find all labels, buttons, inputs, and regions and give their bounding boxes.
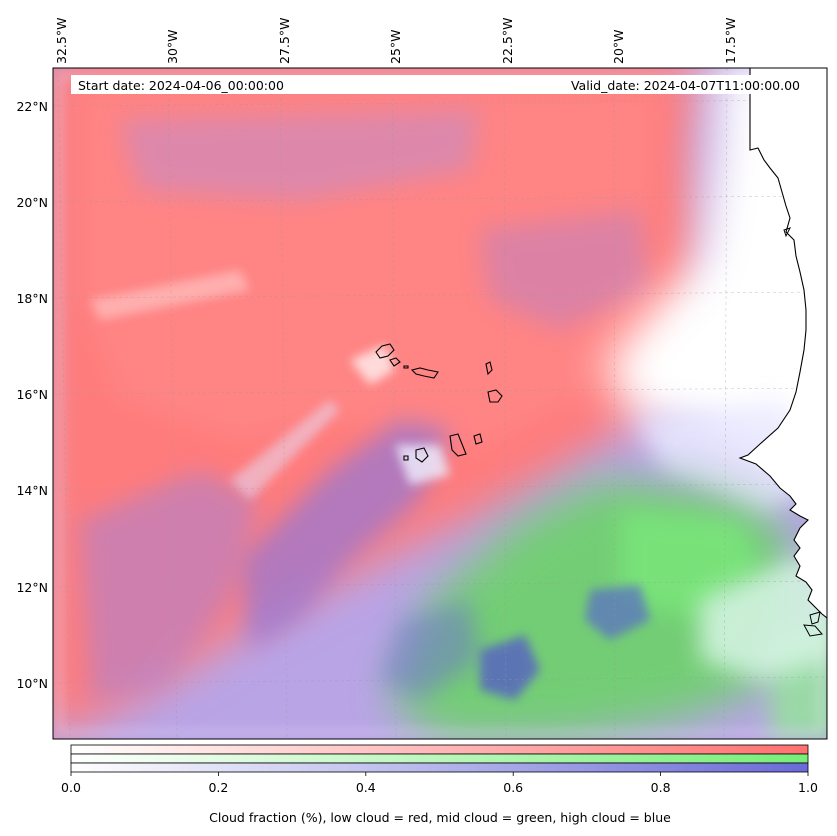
header-box	[71, 75, 809, 94]
colorbar-low	[70, 744, 809, 755]
latitude-labels: 22°N 20°N 18°N 16°N 14°N 12°N 10°N	[16, 99, 48, 691]
lat-label: 12°N	[16, 580, 48, 595]
start-date-label: Start date: 2024-04-06_00:00:00	[78, 78, 284, 93]
map-frame	[52, 67, 828, 740]
colorbar: 0.0 0.2 0.4 0.6 0.8 1.0 Cloud fraction (…	[61, 744, 818, 825]
island-sao-vicente	[389, 357, 401, 367]
lat-label: 22°N	[16, 99, 48, 114]
colorbar-mid	[70, 753, 809, 764]
lat-label: 18°N	[16, 291, 48, 306]
cape-verde-islands	[375, 343, 503, 463]
lon-label: 25°W	[388, 29, 403, 64]
island-sal	[485, 361, 493, 376]
island-santa-luzia	[403, 365, 409, 369]
lat-label: 16°N	[16, 387, 48, 402]
island-boa-vista	[487, 389, 503, 403]
colorbar-tick: 0.8	[651, 780, 671, 795]
lon-label: 22.5°W	[500, 18, 515, 64]
island-santo-antao	[375, 343, 395, 359]
lon-label: 27.5°W	[277, 18, 292, 64]
lat-label: 20°N	[16, 195, 48, 210]
valid-date-label: Valid_date: 2024-04-07T11:00:00.00	[571, 78, 800, 93]
colorbar-tick: 0.4	[356, 780, 376, 795]
lat-label: 14°N	[16, 483, 48, 498]
island-maio	[473, 433, 483, 445]
colorbar-tick: 1.0	[798, 780, 818, 795]
colorbar-high	[70, 762, 809, 773]
cloud-field	[53, 68, 827, 739]
island-fogo	[415, 447, 429, 463]
island-santiago	[449, 433, 467, 457]
graticule	[53, 68, 827, 739]
lon-label: 30°W	[165, 29, 180, 64]
high-cloud-patch	[480, 635, 540, 700]
lon-label: 20°W	[611, 29, 626, 64]
colorbar-tick: 0.0	[61, 780, 81, 795]
longitude-labels: 32.5°W 30°W 27.5°W 25°W 22.5°W 20°W 17.5…	[54, 18, 738, 64]
colorbar-tick: 0.6	[503, 780, 523, 795]
colorbar-tick: 0.2	[208, 780, 228, 795]
lon-label: 17.5°W	[723, 18, 738, 64]
high-cloud-streak	[240, 420, 450, 650]
africa-coastline	[738, 68, 827, 739]
island-sao-nicolau	[410, 367, 439, 379]
lat-label: 10°N	[16, 676, 48, 691]
clear-sky-region	[600, 68, 827, 478]
colorbar-label: Cloud fraction (%), low cloud = red, mid…	[209, 810, 671, 825]
lon-label: 32.5°W	[54, 18, 69, 64]
island-brava	[403, 455, 409, 461]
